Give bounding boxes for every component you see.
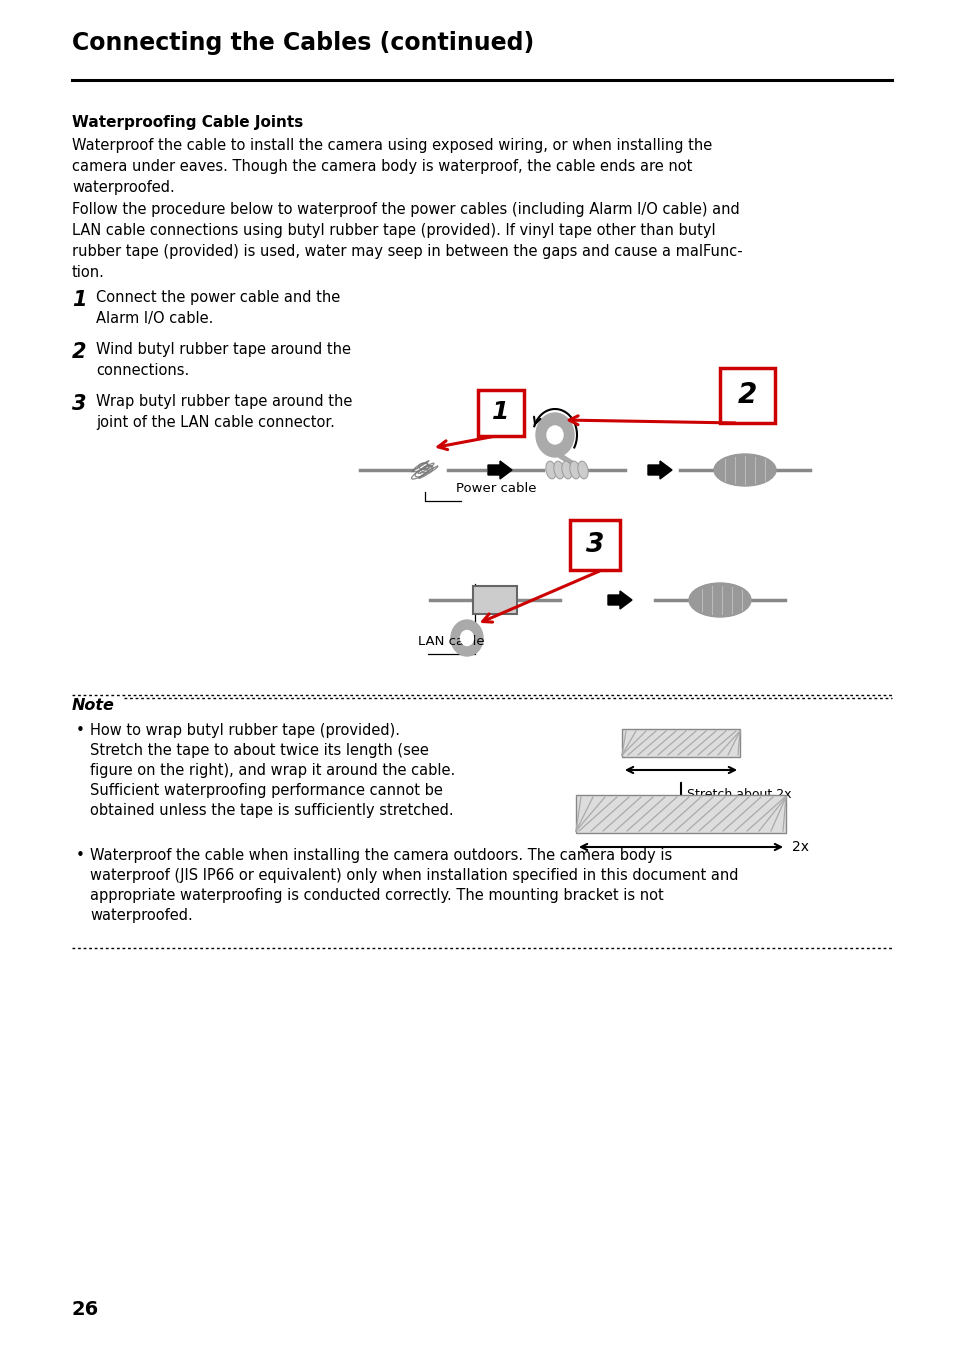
- Text: Stretch the tape to about twice its length (see: Stretch the tape to about twice its leng…: [90, 744, 429, 758]
- Text: connections.: connections.: [96, 362, 189, 379]
- Text: LAN cable connections using butyl rubber tape (provided). If vinyl tape other th: LAN cable connections using butyl rubber…: [71, 223, 715, 238]
- Text: Waterproofing Cable Joints: Waterproofing Cable Joints: [71, 115, 303, 130]
- Text: appropriate waterproofing is conducted correctly. The mounting bracket is not: appropriate waterproofing is conducted c…: [90, 888, 663, 903]
- Text: Power cable: Power cable: [456, 483, 536, 495]
- Ellipse shape: [688, 583, 750, 617]
- Polygon shape: [488, 461, 512, 479]
- Text: Stretch about 2x: Stretch about 2x: [686, 788, 791, 800]
- Polygon shape: [607, 591, 631, 608]
- Bar: [621, 729, 740, 757]
- Text: 3: 3: [71, 393, 87, 414]
- Text: •: •: [76, 723, 85, 738]
- Text: tion.: tion.: [71, 265, 105, 280]
- Text: Waterproof the cable to install the camera using exposed wiring, or when install: Waterproof the cable to install the came…: [71, 138, 712, 153]
- Text: LAN cable: LAN cable: [417, 635, 484, 648]
- Text: Wind butyl rubber tape around the: Wind butyl rubber tape around the: [96, 342, 351, 357]
- Text: joint of the LAN cable connector.: joint of the LAN cable connector.: [96, 415, 335, 430]
- Ellipse shape: [460, 630, 473, 645]
- Ellipse shape: [561, 461, 572, 479]
- Ellipse shape: [451, 621, 482, 656]
- Ellipse shape: [536, 412, 574, 457]
- Text: Sufficient waterproofing performance cannot be: Sufficient waterproofing performance can…: [90, 783, 442, 798]
- Bar: [477, 389, 523, 435]
- Ellipse shape: [545, 461, 556, 479]
- Text: •: •: [76, 848, 85, 863]
- Text: rubber tape (provided) is used, water may seep in between the gaps and cause a m: rubber tape (provided) is used, water ma…: [71, 243, 741, 260]
- Bar: [720, 368, 774, 423]
- Text: waterproofed.: waterproofed.: [90, 909, 193, 923]
- Text: camera under eaves. Though the camera body is waterproof, the cable ends are not: camera under eaves. Though the camera bo…: [71, 160, 692, 174]
- Ellipse shape: [578, 461, 588, 479]
- Text: 1: 1: [492, 400, 509, 425]
- Text: obtained unless the tape is sufficiently stretched.: obtained unless the tape is sufficiently…: [90, 803, 453, 818]
- Text: 2: 2: [71, 342, 87, 362]
- Ellipse shape: [569, 461, 579, 479]
- Text: 2x: 2x: [791, 840, 808, 854]
- Text: 26: 26: [71, 1301, 99, 1320]
- Text: Connect the power cable and the: Connect the power cable and the: [96, 289, 340, 306]
- Text: Wrap butyl rubber tape around the: Wrap butyl rubber tape around the: [96, 393, 352, 410]
- Ellipse shape: [546, 426, 562, 443]
- Bar: [473, 585, 517, 614]
- Ellipse shape: [713, 454, 775, 485]
- Polygon shape: [647, 461, 671, 479]
- Ellipse shape: [554, 461, 563, 479]
- Text: 3: 3: [585, 531, 603, 558]
- Text: waterproof (JIS IP66 or equivalent) only when installation specified in this doc: waterproof (JIS IP66 or equivalent) only…: [90, 868, 738, 883]
- Text: Connecting the Cables (continued): Connecting the Cables (continued): [71, 31, 534, 55]
- Text: Note: Note: [71, 698, 114, 713]
- Text: 2: 2: [737, 381, 756, 410]
- Text: Waterproof the cable when installing the camera outdoors. The camera body is: Waterproof the cable when installing the…: [90, 848, 672, 863]
- Text: Alarm I/O cable.: Alarm I/O cable.: [96, 311, 213, 326]
- Text: figure on the right), and wrap it around the cable.: figure on the right), and wrap it around…: [90, 763, 455, 777]
- Text: waterproofed.: waterproofed.: [71, 180, 174, 195]
- Bar: [576, 795, 785, 833]
- Bar: [569, 521, 619, 571]
- Text: How to wrap butyl rubber tape (provided).: How to wrap butyl rubber tape (provided)…: [90, 723, 399, 738]
- Text: Follow the procedure below to waterproof the power cables (including Alarm I/O c: Follow the procedure below to waterproof…: [71, 201, 739, 218]
- Text: 1: 1: [71, 289, 87, 310]
